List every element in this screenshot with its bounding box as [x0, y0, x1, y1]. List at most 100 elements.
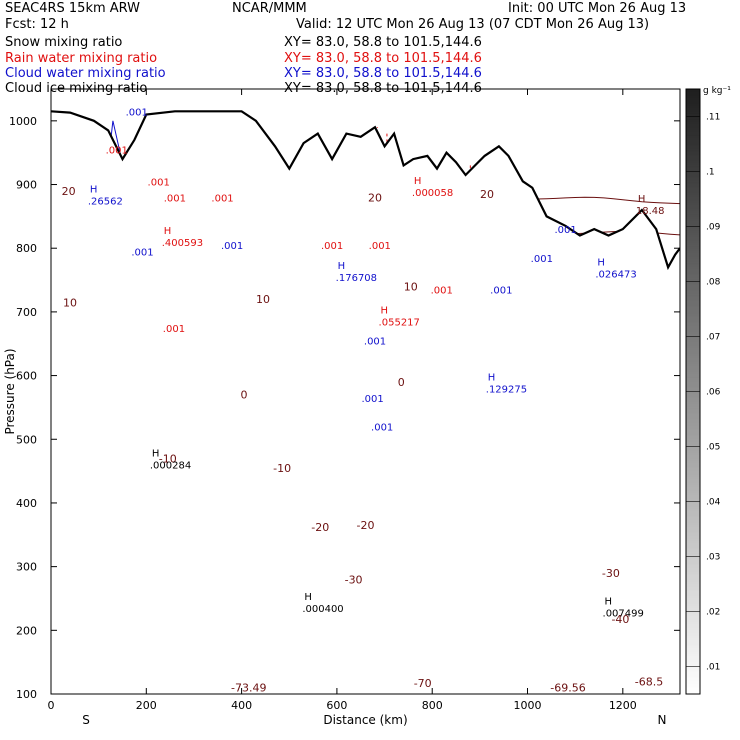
colorbar-bin: [686, 117, 700, 120]
colorbar-label: .02: [706, 608, 720, 618]
colorbar-bin: [686, 480, 700, 483]
contour-label: .001: [131, 247, 153, 258]
colorbar-bin: [686, 270, 700, 274]
colorbar-bin: [686, 131, 700, 134]
colorbar-bin: [686, 526, 700, 530]
colorbar-bin: [686, 304, 700, 308]
colorbar-bin: [686, 179, 700, 183]
colorbar-bin: [686, 157, 700, 161]
colorbar-bin: [686, 367, 700, 370]
colorbar-bin: [686, 579, 700, 582]
colorbar-bin: [686, 165, 700, 169]
isotherm-label: 10: [256, 293, 270, 306]
colorbar-bin: [686, 460, 700, 463]
colorbar-bin: [686, 145, 700, 149]
y-tick-label: 400: [16, 497, 37, 510]
colorbar-bin: [686, 246, 700, 249]
colorbar-bin: [686, 447, 700, 451]
colorbar-bin: [686, 308, 700, 312]
colorbar-bin: [686, 143, 700, 147]
colorbar-bin: [686, 226, 700, 229]
contour-label: .001: [364, 337, 386, 348]
y-tick-label: 500: [16, 433, 37, 446]
colorbar-bin: [686, 119, 700, 122]
colorbar-bin: [686, 399, 700, 403]
colorbar-bin: [686, 278, 700, 282]
y-axis-label: Pressure (hPa): [3, 348, 17, 434]
extremum-symbol: H: [152, 449, 160, 460]
colorbar-bin: [686, 369, 700, 372]
colorbar-bin: [686, 218, 700, 221]
colorbar-bin: [686, 266, 700, 270]
colorbar-bin: [686, 681, 700, 685]
x-tick-label: 200: [136, 699, 157, 712]
colorbar-bin: [686, 153, 700, 157]
colorbar-bin: [686, 256, 700, 259]
colorbar-bin: [686, 689, 700, 693]
colorbar-bin: [686, 530, 700, 534]
valid-time: Valid: 12 UTC Mon 26 Aug 13 (07 CDT Mon …: [296, 17, 650, 32]
colorbar-bin: [686, 193, 700, 197]
colorbar-bin: [686, 373, 700, 376]
x-tick-label: 800: [422, 699, 443, 712]
field-name-cloud-water: Cloud water mixing ratio: [5, 66, 166, 81]
model-title: SEAC4RS 15km ARW: [5, 1, 141, 16]
colorbar-bin: [686, 181, 700, 185]
colorbar-bin: [686, 300, 700, 304]
extremum-symbol: H: [414, 176, 422, 187]
colorbar-bin: [686, 488, 700, 491]
colorbar-bin: [686, 169, 700, 173]
colorbar-bin: [686, 365, 700, 368]
colorbar-bin: [686, 548, 700, 552]
colorbar-bin: [686, 462, 700, 465]
colorbar-bin: [686, 248, 700, 251]
colorbar-bin: [686, 290, 700, 294]
colorbar-bin: [686, 371, 700, 374]
isotherm-label: 10: [63, 296, 77, 309]
colorbar-bin: [686, 661, 700, 665]
colorbar-bin: [686, 274, 700, 278]
colorbar-bin: [686, 647, 700, 651]
colorbar-label: .05: [706, 443, 720, 453]
colorbar-bin: [686, 242, 700, 245]
colorbar-bin: [686, 284, 700, 288]
isotherm-label: -20: [357, 519, 375, 532]
colorbar-bin: [686, 449, 700, 453]
colorbar-bin: [686, 113, 700, 116]
colorbar-bin: [686, 518, 700, 522]
colorbar-bin: [686, 314, 700, 318]
contour-label: .001: [362, 394, 384, 405]
colorbar-bin: [686, 187, 700, 191]
colorbar-bin: [686, 262, 700, 266]
isotherm-label: -40: [611, 613, 629, 626]
colorbar-bin: [686, 520, 700, 524]
colorbar-bin: [686, 421, 700, 425]
isotherm-label: -69.56: [550, 682, 585, 695]
colorbar-label: .09: [706, 223, 721, 233]
isotherm-label: 0: [398, 376, 405, 389]
colorbar-bin: [686, 629, 700, 633]
colorbar-bin: [686, 508, 700, 512]
colorbar-bin: [686, 591, 700, 594]
colorbar-bin: [686, 210, 700, 213]
colorbar-label: .07: [706, 333, 720, 343]
contour-label: .001: [148, 177, 170, 188]
colorbar-bin: [686, 125, 700, 128]
colorbar-bin: [686, 669, 700, 673]
colorbar-bin: [686, 337, 700, 340]
colorbar-bin: [686, 159, 700, 163]
colorbar-bin: [686, 379, 700, 383]
colorbar-bin: [686, 302, 700, 306]
contour-label: .001: [221, 241, 243, 252]
colorbar-bin: [686, 468, 700, 471]
colorbar-bin: [686, 464, 700, 467]
colorbar-bin: [686, 570, 700, 574]
x-axis-label: Distance (km): [323, 713, 407, 727]
colorbar-bin: [686, 254, 700, 257]
colorbar-bin: [686, 474, 700, 477]
colorbar-bin: [686, 310, 700, 314]
colorbar-bin: [686, 498, 700, 501]
x-tick-label: 400: [231, 699, 252, 712]
colorbar-bin: [686, 236, 700, 239]
extremum-value: .000284: [150, 461, 191, 472]
